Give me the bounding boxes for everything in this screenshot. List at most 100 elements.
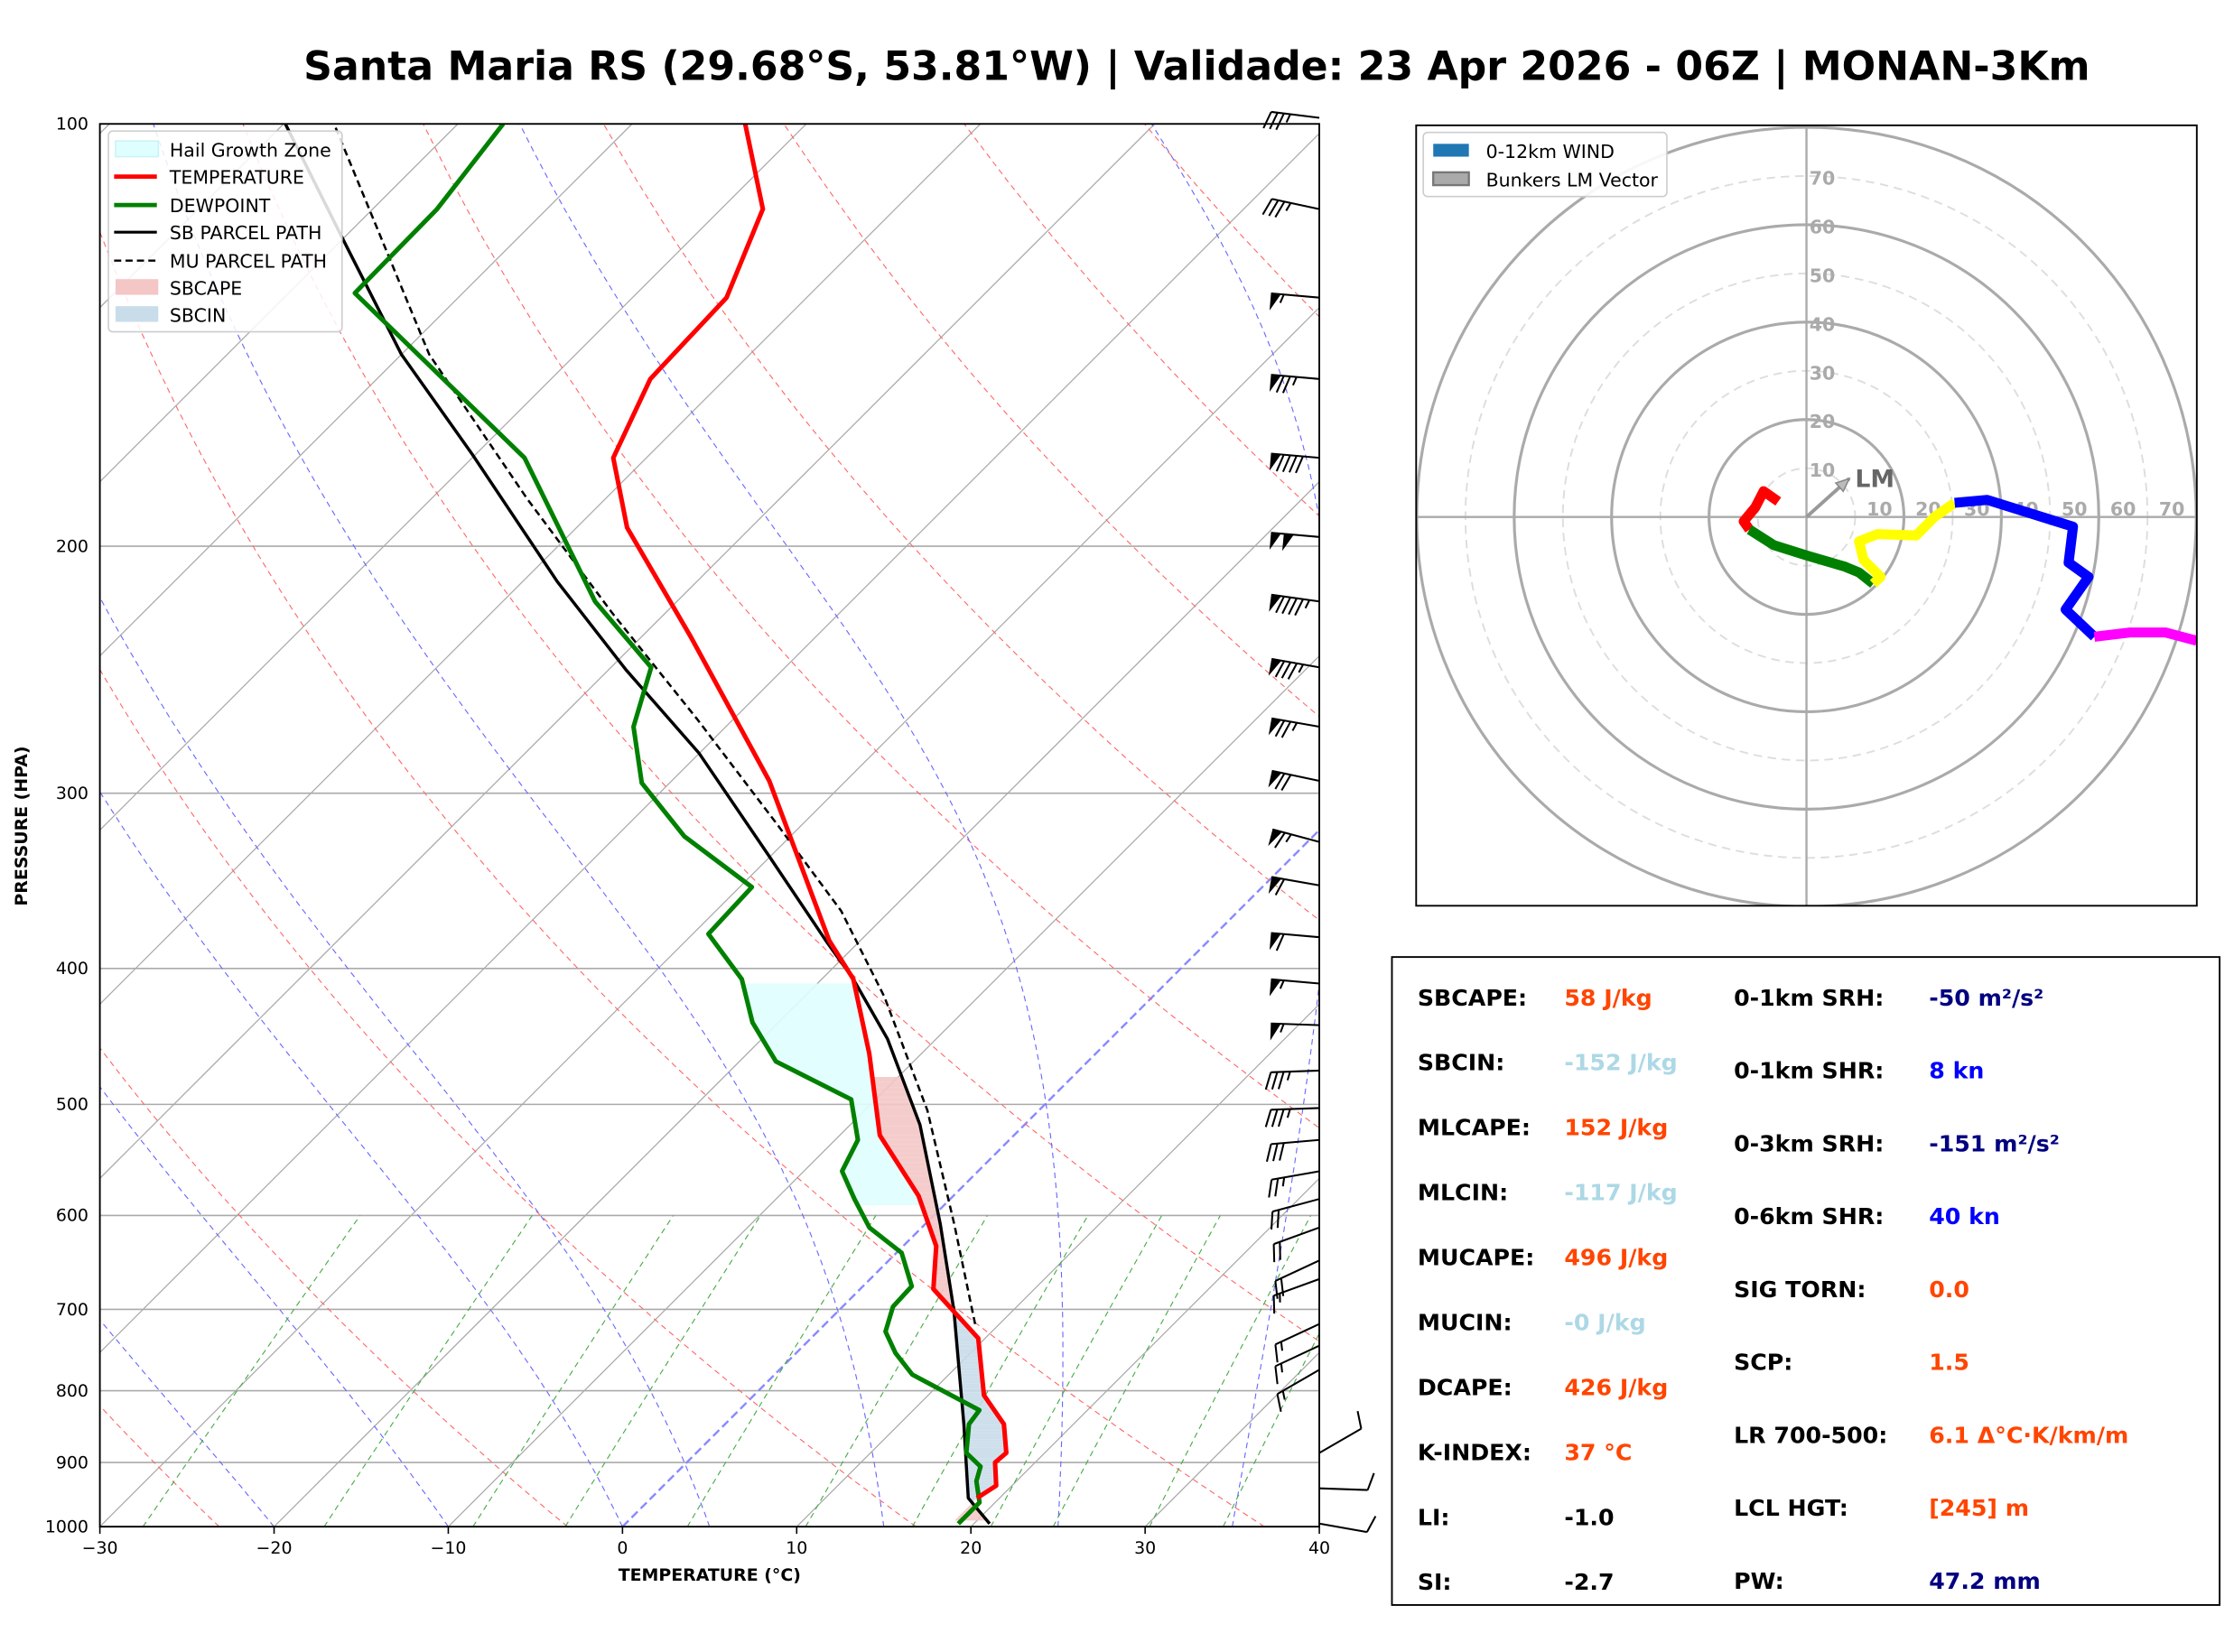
sbcape-fill — [878, 1121, 921, 1127]
hodograph-trace — [1746, 525, 1876, 588]
stat-value: [245] m — [1929, 1495, 2029, 1521]
barb-staff — [1318, 1522, 1368, 1534]
barb-feather — [1281, 454, 1291, 473]
moist-adiabat-line — [99, 596, 711, 1527]
sbcin-fill — [964, 1447, 1007, 1451]
hodograph-ring-label: 60 — [2110, 498, 2136, 520]
barb-feather — [1274, 719, 1286, 738]
wind-barb — [1262, 110, 1320, 131]
barb-feather — [1271, 1072, 1279, 1090]
wind-barb — [1270, 1198, 1320, 1230]
sbcape-fill — [894, 1157, 928, 1163]
barb-feather — [1264, 1072, 1272, 1091]
sbcape-fill — [935, 1252, 946, 1258]
barb-staff — [1271, 1022, 1320, 1026]
sbcape-fill — [923, 1209, 938, 1214]
isotherm-line — [99, 124, 982, 1006]
barb-feather — [1356, 1410, 1363, 1429]
hodograph-ring-label: 50 — [2062, 498, 2088, 520]
sbcape-fill — [905, 1175, 932, 1181]
barb-feather — [1274, 1344, 1279, 1363]
hodograph-ring-label: 10 — [1810, 459, 1836, 481]
x-tick-label: −10 — [430, 1538, 466, 1558]
sbcin-fill — [966, 1471, 996, 1475]
barb-pennant — [1268, 877, 1282, 895]
barb-staff — [1274, 1344, 1320, 1368]
dewpoint-line — [352, 124, 983, 1526]
sbcape-fill — [897, 1162, 929, 1167]
sbcin-fill — [964, 1442, 1006, 1445]
wind-barb — [1270, 1022, 1320, 1041]
barb-feather — [1279, 1142, 1285, 1161]
dry-adiabat-line — [99, 1405, 220, 1527]
sbcape-fill — [935, 1264, 948, 1268]
wind-barb — [1274, 1323, 1320, 1363]
stat-label: 0-3km SRH: — [1734, 1130, 1884, 1156]
y-tick-label: 1000 — [45, 1517, 88, 1536]
sb-parcel-line — [284, 124, 991, 1525]
moist-adiabat-line — [99, 1086, 449, 1527]
wind-barb — [1268, 657, 1320, 680]
barb-half-feather — [1286, 1071, 1291, 1081]
sbcape-fill — [872, 1081, 907, 1088]
barb-feather — [1274, 773, 1286, 790]
sbcape-fill — [933, 1285, 951, 1290]
barb-feather — [1281, 597, 1291, 615]
sbcin-fill — [958, 1364, 982, 1368]
stat-label: SIG TORN: — [1734, 1276, 1866, 1303]
barb-feather — [1261, 198, 1273, 216]
temperature-line — [610, 124, 1009, 1500]
barb-feather — [1287, 663, 1299, 680]
barb-feather — [1274, 1178, 1280, 1197]
stat-label: SCP: — [1734, 1350, 1792, 1376]
sbcin-fill — [959, 1373, 982, 1378]
mixing-ratio-line — [323, 1215, 533, 1527]
wind-barb — [1269, 978, 1320, 997]
sbcape-fill — [877, 1116, 919, 1122]
barb-feather — [1274, 1366, 1279, 1385]
sbcin-fill — [956, 1344, 980, 1349]
barb-half-feather — [1279, 293, 1285, 303]
barb-staff — [1271, 532, 1320, 538]
wind-barb — [1265, 1138, 1320, 1163]
stat-label: SBCIN: — [1418, 1050, 1505, 1076]
sbcin-fill — [967, 1482, 997, 1486]
isotherm-line — [99, 132, 1320, 1354]
sbcape-fill — [902, 1171, 931, 1176]
y-tick-label: 300 — [56, 784, 88, 803]
sbcin-fill — [958, 1367, 982, 1371]
sbcin-fill — [965, 1452, 1007, 1456]
sbcape-fill — [934, 1275, 950, 1279]
barb-feather — [1294, 599, 1304, 617]
wind-barb — [1264, 1069, 1320, 1091]
stat-value: -151 m²/s² — [1929, 1130, 2060, 1156]
moist-adiabat-line — [1150, 124, 1320, 1527]
sbcin-fill — [961, 1398, 989, 1402]
hodograph-trace — [1954, 495, 2099, 641]
sbcin-fill — [956, 1341, 979, 1345]
hodograph-frame — [1415, 124, 2198, 907]
wind-barb — [1269, 452, 1320, 474]
stat-label: LCL HGT: — [1734, 1495, 1848, 1521]
sbcin-fill — [963, 1415, 1001, 1419]
sbcape-fill — [917, 1193, 935, 1197]
wind-barb — [1268, 717, 1320, 738]
barb-staff — [1318, 1427, 1362, 1454]
barb-staff — [1271, 593, 1320, 603]
stat-value: 58 J/kg — [1564, 985, 1652, 1011]
stat-value: -50 m²/s² — [1929, 985, 2043, 1011]
barb-staff — [1271, 1170, 1320, 1181]
barb-half-feather — [1291, 722, 1299, 731]
barb-pennant — [1269, 594, 1281, 612]
sbcin-fill — [965, 1461, 997, 1464]
sbcape-fill — [935, 1260, 947, 1265]
stat-label: MLCIN: — [1418, 1180, 1508, 1206]
stat-value: 40 kn — [1929, 1203, 2000, 1230]
hodograph-ring-label: 10 — [1866, 498, 1893, 520]
barb-staff — [1271, 1107, 1320, 1111]
barb-staff — [1273, 1226, 1320, 1246]
x-tick-label: 10 — [786, 1538, 807, 1558]
dry-adiabat-line — [99, 668, 917, 1527]
barb-feather — [1280, 720, 1292, 738]
